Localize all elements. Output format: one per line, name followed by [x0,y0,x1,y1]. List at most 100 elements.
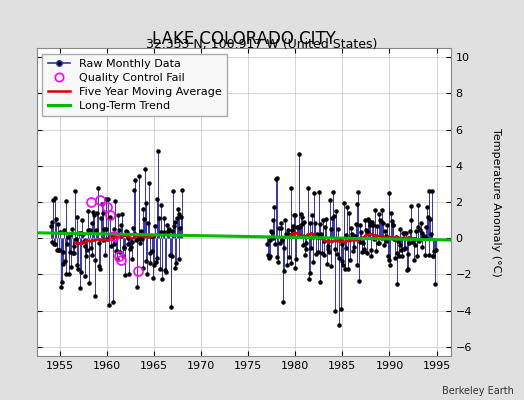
Point [323,261,331,268]
Point [382,233,390,239]
Point [286,232,294,238]
Point [276,240,284,246]
Point [128,239,137,246]
Point [173,215,181,222]
Point [319,216,327,223]
Point [320,238,329,244]
Point [268,217,277,224]
Point [121,245,129,251]
Point [355,238,364,245]
Point [337,257,346,264]
Point [174,256,183,262]
Point [424,214,432,220]
Point [309,258,318,265]
Point [72,235,80,242]
Point [156,266,164,273]
Point [415,237,423,244]
Point [369,222,377,228]
Point [105,302,113,308]
Point [378,234,387,241]
Point [375,211,384,218]
Point [51,195,60,201]
Point [164,229,172,235]
Point [143,270,151,277]
Point [271,241,279,247]
Point [403,266,412,272]
Point [372,248,380,254]
Point [421,234,430,241]
Point [159,228,168,235]
Point [60,227,68,234]
Point [150,262,158,268]
Point [298,221,307,227]
Text: 32.333 N, 100.917 W (United States): 32.333 N, 100.917 W (United States) [146,38,378,51]
Point [153,255,161,261]
Point [122,228,130,234]
Point [127,255,136,262]
Point [284,227,292,233]
Point [298,214,306,221]
Point [77,269,85,275]
Point [57,284,65,290]
Point [137,227,145,234]
Point [132,177,140,184]
Point [155,214,163,221]
Point [296,223,304,229]
Point [373,223,381,230]
Point [377,207,386,213]
Point [358,240,367,246]
Point [69,250,77,257]
Point [423,204,431,210]
Point [306,270,314,276]
Point [341,266,349,272]
Point [58,249,67,256]
Point [389,221,398,228]
Point [54,247,63,253]
Point [370,232,379,239]
Point [411,241,420,248]
Point [145,260,154,266]
Point [337,306,345,312]
Point [56,229,64,235]
Point [91,293,100,300]
Point [151,223,159,230]
Point [358,248,366,255]
Point [63,241,71,247]
Point [350,244,358,250]
Point [386,262,395,268]
Point [62,198,71,204]
Point [416,226,424,233]
Point [309,234,317,240]
Point [149,233,158,240]
Point [361,216,369,223]
Point [273,254,281,260]
Point [130,187,138,194]
Point [103,236,112,242]
Point [424,188,433,195]
Point [140,166,149,172]
Point [407,203,415,209]
Point [314,249,322,256]
Point [80,243,89,249]
Point [428,188,436,194]
Point [364,228,373,235]
Point [297,210,305,217]
Point [115,227,123,233]
Point [82,253,90,260]
Point [311,220,319,227]
Point [399,230,407,236]
Point [290,212,299,218]
Point [354,189,362,195]
Point [315,188,323,195]
Point [173,206,182,212]
Point [83,247,91,253]
Point [357,229,365,235]
Point [346,256,354,263]
Point [369,236,378,242]
Point [312,251,320,257]
Point [359,246,368,252]
Point [108,233,116,239]
Point [429,253,438,260]
Point [175,210,183,217]
Point [161,266,169,273]
